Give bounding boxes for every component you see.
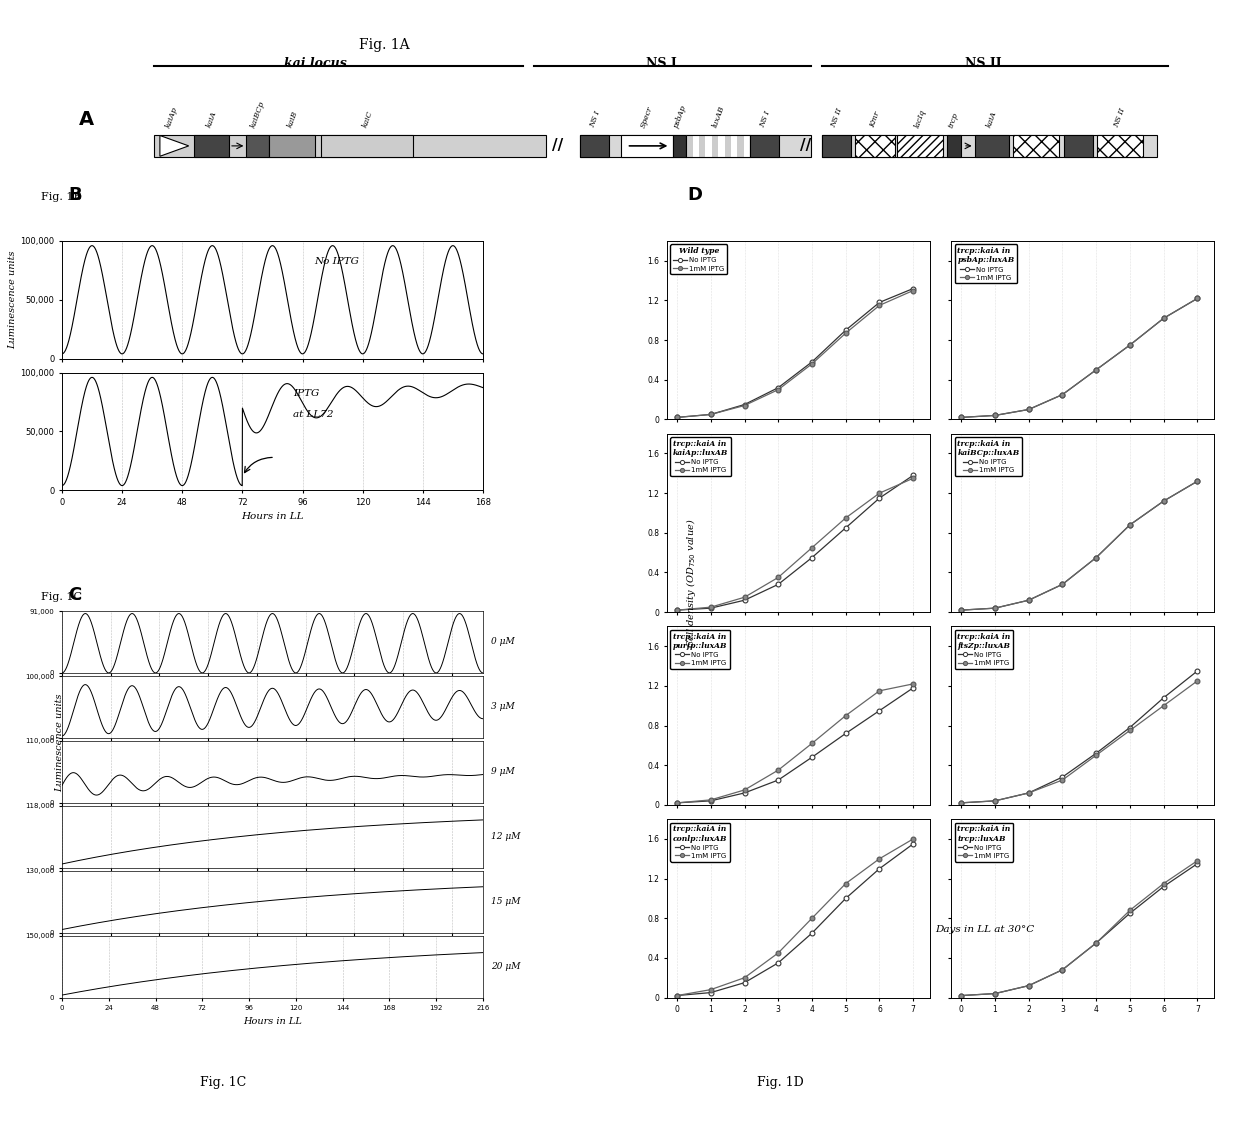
Text: A: A <box>79 110 94 129</box>
Text: kaiB: kaiB <box>286 110 299 129</box>
Legend: No IPTG, 1mM IPTG: No IPTG, 1mM IPTG <box>670 630 731 669</box>
Legend: No IPTG, 1mM IPTG: No IPTG, 1mM IPTG <box>954 823 1014 862</box>
Text: luxAB: luxAB <box>711 105 726 129</box>
Text: kaiC: kaiC <box>361 110 374 129</box>
Bar <box>581 135 610 158</box>
Bar <box>712 135 719 158</box>
Bar <box>693 135 699 158</box>
Text: Fig. 1A: Fig. 1A <box>359 38 410 53</box>
Text: 0 μM: 0 μM <box>492 638 515 647</box>
Bar <box>621 135 673 158</box>
Bar <box>581 135 810 158</box>
Bar <box>947 135 960 158</box>
Legend: No IPTG, 1mM IPTG: No IPTG, 1mM IPTG <box>954 437 1022 477</box>
Text: No IPTG: No IPTG <box>315 257 359 266</box>
Text: //: // <box>799 138 810 153</box>
Bar <box>897 135 943 158</box>
Bar <box>823 135 851 158</box>
Legend: No IPTG, 1mM IPTG: No IPTG, 1mM IPTG <box>670 437 731 477</box>
Text: NS II: NS II <box>1113 107 1127 129</box>
Bar <box>855 135 895 158</box>
Text: Fig. 1C: Fig. 1C <box>41 592 82 602</box>
Text: trcp: trcp <box>948 111 960 129</box>
Text: D: D <box>688 186 703 203</box>
Bar <box>1064 135 1093 158</box>
Text: kaiA: kaiA <box>206 110 218 129</box>
Text: kai locus: kai locus <box>284 57 347 70</box>
Bar <box>1097 135 1142 158</box>
X-axis label: Hours in LL: Hours in LL <box>243 1017 302 1025</box>
X-axis label: Hours in LL: Hours in LL <box>242 512 304 521</box>
Text: NS I: NS I <box>589 110 602 129</box>
Text: Specr: Specr <box>639 105 655 129</box>
Text: Fig. 1B: Fig. 1B <box>41 192 82 202</box>
Bar <box>975 135 1009 158</box>
Bar <box>269 135 316 158</box>
Text: IPTG: IPTG <box>294 390 320 398</box>
Text: B: B <box>68 186 82 203</box>
Legend: No IPTG, 1mM IPTG: No IPTG, 1mM IPTG <box>670 245 727 274</box>
Text: NS I: NS I <box>646 57 676 70</box>
Text: 3 μM: 3 μM <box>492 703 515 711</box>
Text: 12 μM: 12 μM <box>492 832 520 841</box>
Text: NS I: NS I <box>758 110 772 129</box>
Polygon shape <box>160 136 188 157</box>
Text: 15 μM: 15 μM <box>492 897 520 906</box>
Text: NS II: NS II <box>965 57 1002 70</box>
Text: Luminescence units: Luminescence units <box>55 694 64 792</box>
Text: Kmr: Kmr <box>869 111 882 129</box>
Legend: No IPTG, 1mM IPTG: No IPTG, 1mM IPTG <box>954 245 1017 283</box>
Bar <box>705 135 712 158</box>
Text: 20 μM: 20 μM <box>492 962 520 972</box>
Y-axis label: Luminescence units: Luminescence units <box>9 250 17 349</box>
Text: Days in LL at 30°C: Days in LL at 30°C <box>935 925 1035 934</box>
Legend: No IPTG, 1mM IPTG: No IPTG, 1mM IPTG <box>954 630 1014 669</box>
Text: kaiA: kaiA <box>985 110 999 129</box>
Legend: No IPTG, 1mM IPTG: No IPTG, 1mM IPTG <box>670 823 731 862</box>
Text: Fig. 1D: Fig. 1D <box>757 1076 804 1089</box>
Text: lacIq: lacIq <box>913 109 928 129</box>
Text: NS II: NS II <box>829 107 844 129</box>
Bar <box>719 135 725 158</box>
Bar <box>743 135 750 158</box>
Bar <box>247 135 269 158</box>
Text: Cell density (OD$_{750}$ value): Cell density (OD$_{750}$ value) <box>684 518 699 648</box>
Bar <box>750 135 778 158</box>
Bar <box>823 135 1157 158</box>
Bar <box>686 135 750 158</box>
Bar <box>731 135 737 158</box>
Text: C: C <box>68 586 82 604</box>
Bar <box>725 135 731 158</box>
Bar <box>673 135 686 158</box>
Bar <box>195 135 229 158</box>
Bar <box>699 135 705 158</box>
Text: 9 μM: 9 μM <box>492 767 515 776</box>
Text: at LL72: at LL72 <box>294 410 335 419</box>
Bar <box>686 135 693 158</box>
Text: //: // <box>551 138 563 153</box>
Bar <box>154 135 546 158</box>
Bar <box>1012 135 1058 158</box>
Text: psbAp: psbAp <box>672 104 688 129</box>
Bar <box>737 135 743 158</box>
Text: kaiAp: kaiAp <box>164 105 178 129</box>
Text: Fig. 1C: Fig. 1C <box>199 1076 247 1089</box>
Text: kaiBCp: kaiBCp <box>249 99 266 129</box>
Bar <box>321 135 414 158</box>
